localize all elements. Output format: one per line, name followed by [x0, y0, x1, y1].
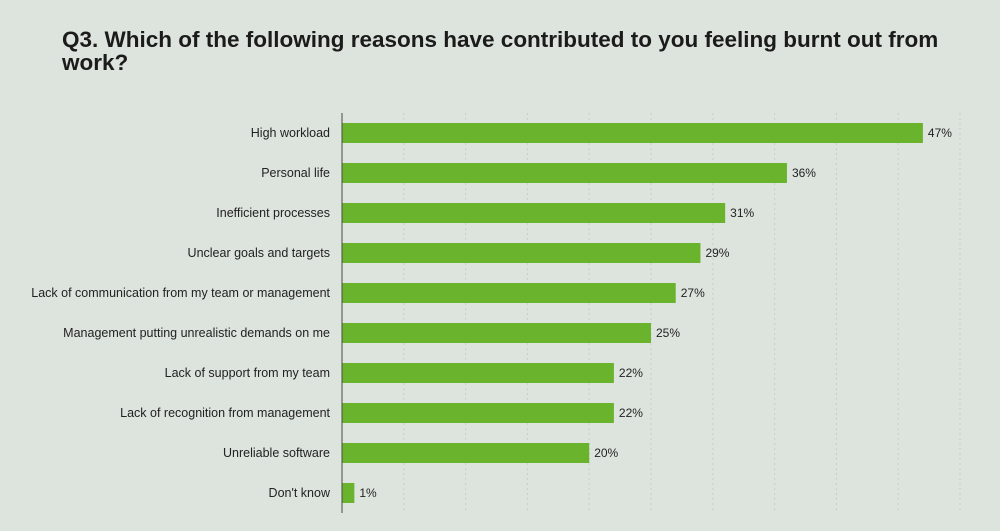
data-label: 36%: [792, 166, 816, 180]
data-label: 47%: [928, 126, 952, 140]
category-label: Lack of recognition from management: [120, 406, 330, 420]
category-label: Inefficient processes: [216, 206, 330, 220]
data-label: 22%: [619, 406, 643, 420]
bar: [342, 443, 590, 463]
data-label: 29%: [705, 246, 729, 260]
category-label: Personal life: [261, 166, 330, 180]
category-label: Don't know: [269, 486, 331, 500]
chart-title: Q3. Which of the following reasons have …: [62, 27, 939, 75]
category-label: Lack of communication from my team or ma…: [31, 286, 330, 300]
category-label: Unclear goals and targets: [188, 246, 330, 260]
bar: [342, 243, 701, 263]
bar: [342, 403, 614, 423]
category-label: Management putting unrealistic demands o…: [63, 326, 330, 340]
data-label: 31%: [730, 206, 754, 220]
data-label: 25%: [656, 326, 680, 340]
bar: [342, 363, 614, 383]
data-label: 1%: [359, 486, 377, 500]
bar: [342, 283, 676, 303]
bar: [342, 123, 923, 143]
bar: [342, 163, 787, 183]
category-label: Unreliable software: [223, 446, 330, 460]
bar: [342, 323, 651, 343]
bar: [342, 203, 726, 223]
category-label: Lack of support from my team: [165, 366, 330, 380]
bar: [342, 483, 355, 503]
category-label: High workload: [251, 126, 330, 140]
data-label: 27%: [681, 286, 705, 300]
data-label: 20%: [594, 446, 618, 460]
data-label: 22%: [619, 366, 643, 380]
